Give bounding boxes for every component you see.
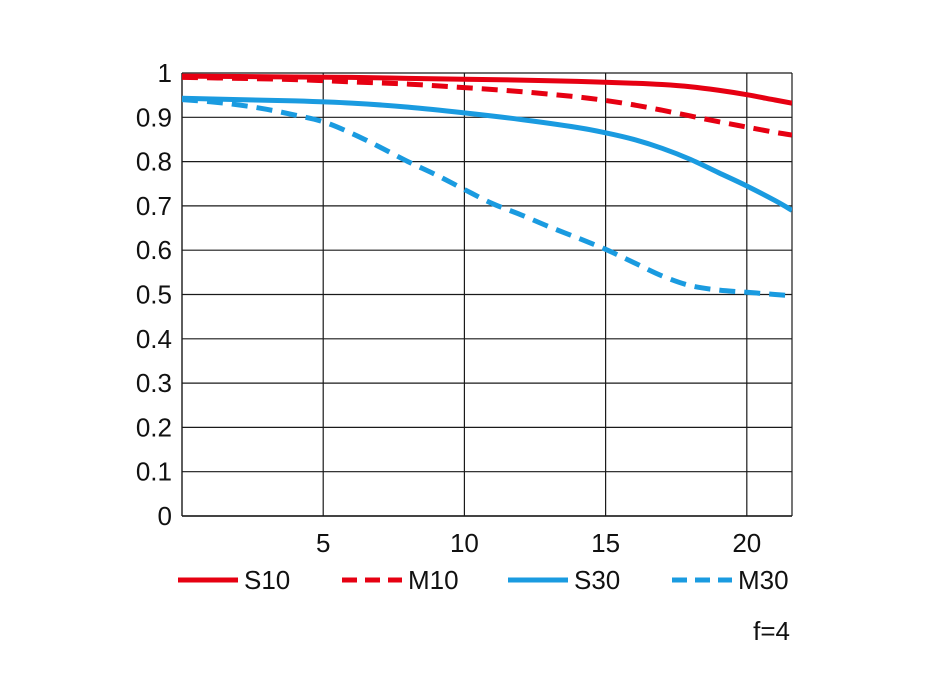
x-tick-label: 20 — [732, 528, 761, 558]
series-lines — [182, 73, 792, 299]
series-line-s10 — [182, 73, 792, 106]
legend-item-m10: M10 — [342, 565, 459, 595]
legend-item-s30: S30 — [508, 565, 620, 595]
y-tick-label: 0.8 — [136, 147, 172, 177]
series-line-s30 — [182, 95, 792, 213]
axis-labels: 00.10.20.30.40.50.60.70.80.915 10 15 20 — [136, 58, 761, 558]
legend-label: S30 — [574, 565, 620, 595]
y-tick-label: 0.7 — [136, 191, 172, 221]
y-tick-label: 0.9 — [136, 102, 172, 132]
y-tick-label: 0.5 — [136, 280, 172, 310]
x-tick-label: 10 — [450, 528, 479, 558]
legend-item-s10: S10 — [178, 565, 290, 595]
y-tick-label: 0.2 — [136, 412, 172, 442]
x-tick-label: 15 — [591, 528, 620, 558]
y-tick-label: 0 — [158, 501, 172, 531]
y-tick-label: 1 — [158, 58, 172, 88]
legend-label: S10 — [244, 565, 290, 595]
y-tick-label: 0.3 — [136, 368, 172, 398]
series-line-m30 — [182, 97, 792, 299]
legend-label: M10 — [408, 565, 459, 595]
series-line-m10 — [182, 74, 792, 138]
x-tick-label: 5 — [316, 528, 330, 558]
y-tick-label: 0.6 — [136, 235, 172, 265]
y-tick-label: 0.1 — [136, 457, 172, 487]
legend-item-m30: M30 — [672, 565, 789, 595]
legend-label: M30 — [738, 565, 789, 595]
legend: S10 M10 S30 M30 — [178, 565, 789, 595]
y-tick-label: 0.4 — [136, 324, 172, 354]
grid — [181, 72, 793, 517]
aperture-annotation: f=4 — [753, 616, 790, 646]
